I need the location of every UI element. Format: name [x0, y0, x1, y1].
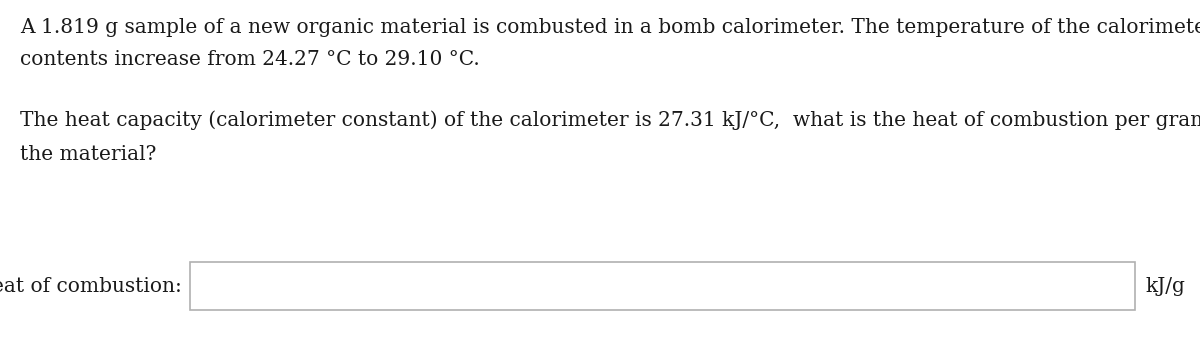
Text: heat of combustion:: heat of combustion: [0, 277, 182, 296]
Text: the material?: the material? [20, 145, 156, 164]
Text: A 1.819 g sample of a new organic material is combusted in a bomb calorimeter. T: A 1.819 g sample of a new organic materi… [20, 18, 1200, 37]
FancyBboxPatch shape [190, 262, 1135, 310]
Text: contents increase from 24.27 °C to 29.10 °C.: contents increase from 24.27 °C to 29.10… [20, 50, 480, 69]
Text: kJ/g: kJ/g [1145, 277, 1184, 296]
Text: The heat capacity (calorimeter constant) of the calorimeter is 27.31 kJ/°C,  wha: The heat capacity (calorimeter constant)… [20, 110, 1200, 130]
